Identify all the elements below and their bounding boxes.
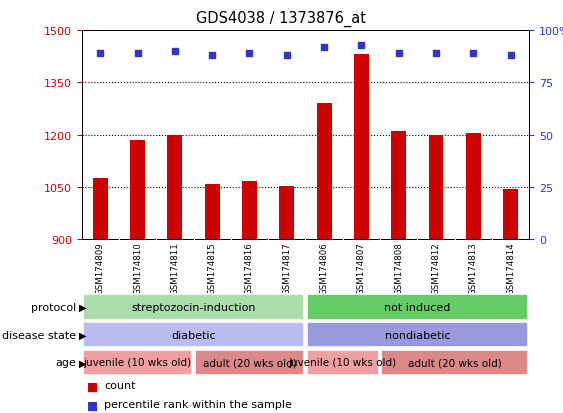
Point: [245, 51, 254, 57]
Bar: [242, 181, 257, 240]
Bar: [503, 190, 518, 240]
Bar: [428, 135, 444, 240]
Text: GSM174816: GSM174816: [245, 242, 254, 294]
Bar: [83, 350, 193, 375]
Text: GSM174809: GSM174809: [96, 242, 105, 294]
Text: GSM174815: GSM174815: [208, 242, 217, 294]
Bar: [316, 104, 332, 240]
Text: adult (20 wks old): adult (20 wks old): [408, 357, 502, 368]
Bar: [381, 350, 528, 375]
Bar: [83, 294, 305, 320]
Text: not induced: not induced: [384, 302, 450, 312]
Text: percentile rank within the sample: percentile rank within the sample: [104, 399, 292, 409]
Point: [357, 42, 366, 49]
Point: [469, 51, 478, 57]
Bar: [306, 350, 379, 375]
Text: GSM174812: GSM174812: [431, 242, 440, 294]
Bar: [167, 135, 182, 240]
Text: GSM174817: GSM174817: [282, 242, 291, 294]
Text: GSM174810: GSM174810: [133, 242, 142, 294]
Text: ▶: ▶: [79, 330, 86, 340]
Point: [282, 53, 291, 59]
Text: adult (20 wks old): adult (20 wks old): [203, 357, 296, 368]
Text: diabetic: diabetic: [171, 330, 216, 340]
Point: [320, 44, 329, 51]
Text: disease state: disease state: [2, 330, 76, 340]
Text: count: count: [104, 380, 136, 390]
Text: ■: ■: [87, 399, 99, 412]
Text: GSM174811: GSM174811: [171, 242, 180, 294]
Bar: [195, 350, 305, 375]
Point: [171, 48, 180, 55]
Point: [133, 51, 142, 57]
Bar: [205, 185, 220, 240]
Text: ▶: ▶: [79, 302, 86, 312]
Text: nondiabetic: nondiabetic: [385, 330, 450, 340]
Text: GSM174808: GSM174808: [394, 242, 403, 294]
Text: streptozocin-induction: streptozocin-induction: [131, 302, 256, 312]
Point: [96, 51, 105, 57]
Bar: [466, 133, 481, 240]
Text: GSM174813: GSM174813: [469, 242, 478, 294]
Point: [208, 53, 217, 59]
Bar: [279, 186, 294, 240]
Text: GDS4038 / 1373876_at: GDS4038 / 1373876_at: [196, 10, 367, 26]
Bar: [354, 55, 369, 240]
Point: [431, 51, 440, 57]
Text: ■: ■: [87, 380, 99, 393]
Text: age: age: [55, 357, 76, 368]
Text: juvenile (10 wks old): juvenile (10 wks old): [83, 357, 191, 368]
Bar: [306, 294, 528, 320]
Point: [506, 53, 515, 59]
Text: GSM174814: GSM174814: [506, 242, 515, 294]
Text: ▶: ▶: [79, 357, 86, 368]
Text: juvenile (10 wks old): juvenile (10 wks old): [289, 357, 397, 368]
Bar: [391, 132, 406, 240]
Bar: [93, 179, 108, 240]
Bar: [130, 140, 145, 240]
Text: GSM174806: GSM174806: [320, 242, 329, 294]
Text: GSM174807: GSM174807: [357, 242, 366, 294]
Point: [394, 51, 403, 57]
Bar: [306, 322, 528, 347]
Text: protocol: protocol: [31, 302, 76, 312]
Bar: [83, 322, 305, 347]
